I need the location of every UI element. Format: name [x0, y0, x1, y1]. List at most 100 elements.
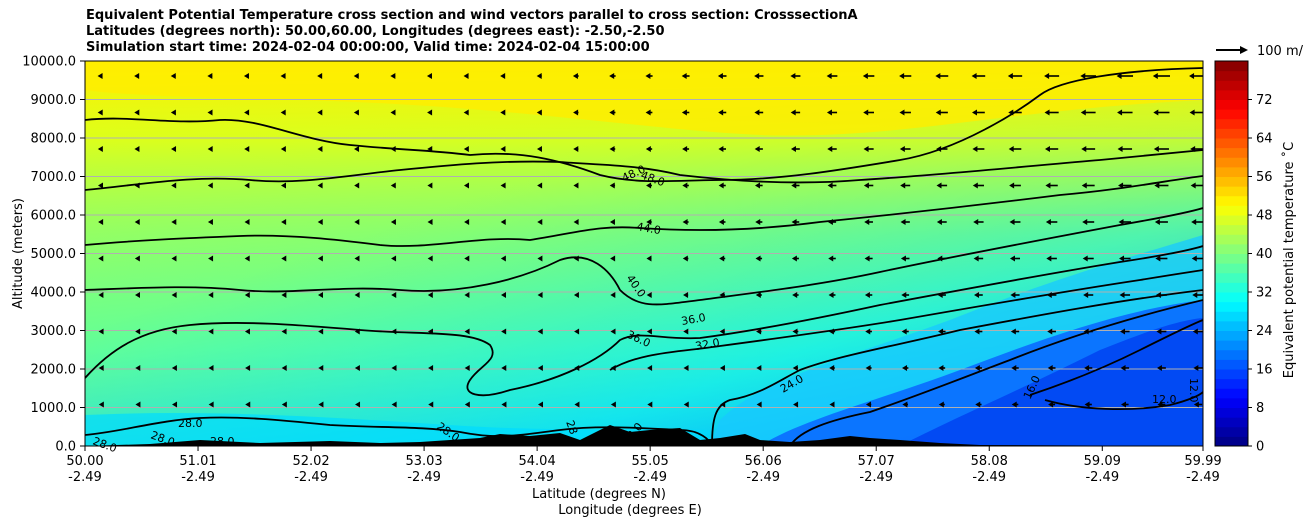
- wind-arrow-head: [899, 109, 905, 116]
- y-tick-label: 6000.0: [31, 209, 77, 224]
- wind-arrow-head: [863, 109, 869, 116]
- colorbar-tick-label: 24: [1256, 324, 1273, 339]
- colorbar-band: [1215, 205, 1248, 216]
- wind-arrow-head: [97, 109, 103, 116]
- colorbar-band: [1215, 359, 1248, 370]
- horizontal-grid: [85, 99, 1203, 408]
- wind-arrow-head: [936, 219, 942, 225]
- wind-arrow-head: [1118, 182, 1124, 189]
- colorbar-band: [1215, 195, 1248, 206]
- wind-arrow-head: [171, 328, 177, 335]
- wind-arrow-head: [208, 255, 214, 262]
- wind-arrow-head: [902, 401, 908, 408]
- wind-arrow-head: [98, 219, 104, 225]
- wind-arrow-head: [281, 219, 287, 225]
- wind-arrow-head: [207, 73, 213, 79]
- wind-arrow-head: [829, 401, 835, 408]
- wind-arrow-head: [973, 219, 979, 225]
- wind-arrow-head: [427, 146, 433, 152]
- wind-arrow-head: [97, 182, 103, 189]
- x-tick-lon: -2.49: [181, 470, 215, 485]
- wind-arrow-head: [1007, 73, 1013, 79]
- wind-arrow-head: [756, 328, 762, 335]
- wind-arrow-head: [1154, 219, 1160, 225]
- title-line-2: Latitudes (degrees north): 50.00,60.00, …: [86, 24, 665, 39]
- wind-arrow-head: [244, 219, 250, 225]
- wind-arrow-head: [317, 73, 323, 79]
- wind-arrow-head: [1121, 401, 1127, 408]
- wind-arrow-head: [391, 255, 397, 262]
- wind-key-arrow-head: [1240, 46, 1248, 54]
- wind-arrow-head: [207, 182, 213, 189]
- wind-arrow-head: [863, 146, 869, 152]
- y-tick-label: 0.0: [55, 440, 76, 455]
- wind-arrow-head: [754, 73, 760, 79]
- x-tick-lat: 50.00: [66, 454, 103, 469]
- wind-vectors: [97, 73, 1203, 408]
- wind-arrow-head: [1081, 146, 1087, 152]
- colorbar-band: [1215, 80, 1248, 91]
- colorbar-tick-label: 0: [1256, 440, 1264, 455]
- wind-arrow-head: [972, 182, 978, 189]
- wind-arrow-head: [646, 182, 652, 189]
- wind-arrow-head: [610, 401, 616, 408]
- wind-arrow-head: [464, 365, 470, 371]
- wind-arrow-head: [683, 292, 689, 298]
- wind-arrow-head: [390, 109, 396, 116]
- wind-arrow-head: [574, 401, 580, 408]
- wind-arrow-head: [937, 292, 943, 298]
- colorbar-band: [1215, 118, 1248, 129]
- wind-arrow-head: [900, 255, 906, 262]
- wind-arrow-head: [537, 328, 543, 335]
- wind-arrow-head: [1011, 401, 1017, 408]
- wind-arrow-head: [281, 365, 287, 371]
- wind-arrow-head: [755, 255, 761, 262]
- contour-48-b: [85, 149, 1203, 191]
- wind-arrow-head: [208, 365, 214, 371]
- wind-arrow-head: [865, 365, 871, 371]
- wind-arrow-head: [864, 255, 870, 262]
- colorbar-band: [1215, 369, 1248, 380]
- wind-arrow-head: [793, 401, 799, 408]
- wind-arrow-head: [972, 146, 978, 152]
- wind-arrow-head: [1048, 401, 1054, 408]
- wind-arrow-head: [98, 255, 104, 262]
- wind-arrow-head: [718, 219, 724, 225]
- wind-arrow-head: [134, 146, 140, 152]
- wind-arrow-head: [792, 292, 798, 298]
- colorbar-band: [1215, 417, 1248, 428]
- y-tick-label: 10000.0: [22, 55, 76, 70]
- wind-arrow-head: [791, 219, 797, 225]
- colorbar-band: [1215, 147, 1248, 158]
- wind-arrow-head: [1189, 109, 1195, 116]
- contour-32: [609, 269, 1203, 371]
- x-tick-lat: 52.02: [292, 454, 329, 469]
- wind-arrow-head: [719, 365, 725, 371]
- wind-arrow-head: [682, 182, 688, 189]
- wind-arrow-head: [901, 292, 907, 298]
- colorbar-band: [1215, 388, 1248, 399]
- wind-arrow-head: [354, 365, 360, 371]
- wind-arrow-head: [1189, 73, 1195, 79]
- wind-arrow-head: [683, 365, 689, 371]
- x-tick-lat: 51.01: [179, 454, 216, 469]
- colorbar-band: [1215, 234, 1248, 245]
- wind-arrow-head: [390, 219, 396, 225]
- colorbar-band: [1215, 224, 1248, 235]
- wind-arrow-head: [1009, 219, 1015, 225]
- wind-arrow-head: [97, 146, 103, 152]
- colorbar-band: [1215, 89, 1248, 100]
- wind-arrow-head: [755, 219, 761, 225]
- colorbar-tick-label: 56: [1256, 170, 1273, 185]
- wind-arrow-head: [572, 73, 578, 79]
- wind-arrow-head: [754, 182, 760, 189]
- wind-arrow-head: [98, 401, 104, 408]
- wind-arrow-head: [391, 401, 397, 408]
- wind-arrow-head: [826, 109, 832, 116]
- wind-arrow-head: [426, 73, 432, 79]
- wind-arrow-head: [719, 328, 725, 335]
- wind-arrow-head: [900, 219, 906, 225]
- wind-arrow-head: [537, 292, 543, 298]
- contour-label-28-f: 28: [563, 419, 580, 437]
- y-tick-label: 1000.0: [31, 401, 77, 416]
